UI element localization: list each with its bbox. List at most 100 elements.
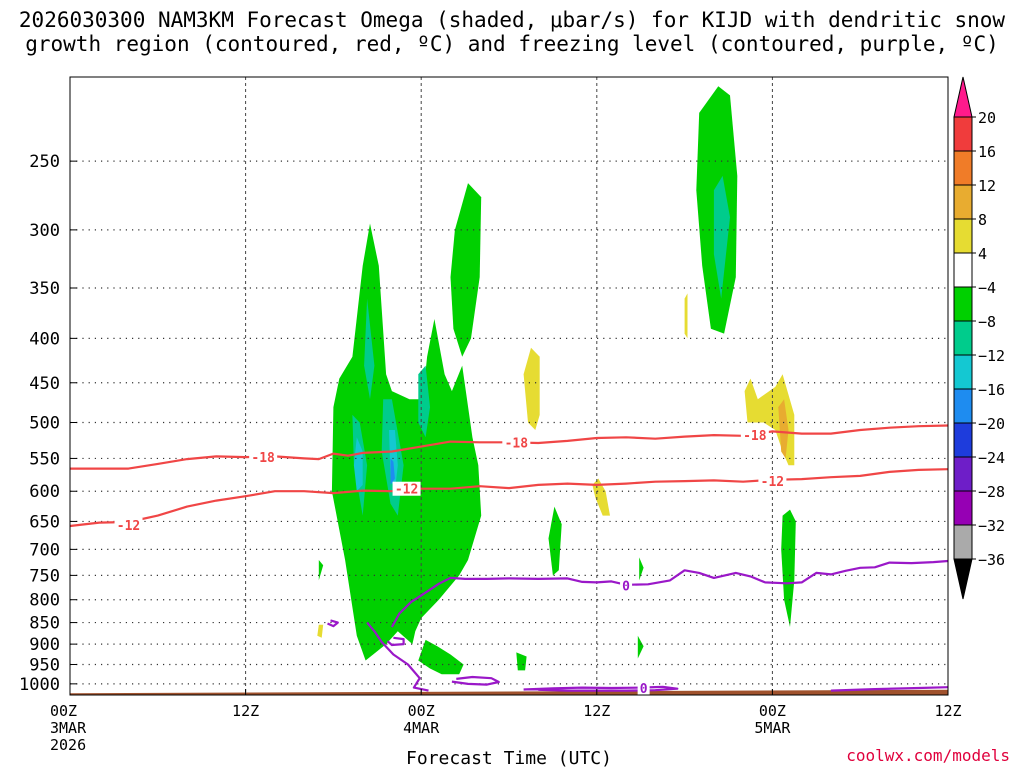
colorbar-swatch — [953, 422, 973, 458]
colorbar-swatch — [953, 218, 973, 254]
x-tick-label: 4MAR — [403, 719, 440, 737]
y-tick-label: 750 — [29, 566, 60, 586]
contour-label: -12 — [761, 475, 784, 490]
colorbar-label: −20 — [978, 415, 1005, 433]
chart-title-line-2: growth region (contoured, red, ºC) and f… — [25, 32, 999, 56]
colorbar-swatch — [953, 320, 973, 356]
y-tick-label: 250 — [29, 152, 60, 172]
x-tick-label: 00Z — [759, 702, 786, 720]
colorbar-label: −24 — [978, 449, 1005, 467]
colorbar-label: 20 — [978, 109, 996, 127]
contour-line — [69, 468, 949, 528]
omega-region — [516, 652, 527, 671]
omega-region — [713, 175, 730, 299]
y-tick-label: 850 — [29, 614, 60, 634]
contour-label-bg — [620, 578, 633, 593]
contour-line — [830, 686, 949, 692]
colorbar-label: 16 — [978, 143, 996, 161]
contour-label-bg — [740, 428, 769, 443]
omega-shading-layer — [317, 86, 796, 675]
omega-region — [318, 560, 324, 581]
omega-region — [684, 293, 688, 339]
contour-label: -18 — [743, 429, 767, 444]
colorbar-label: −28 — [978, 483, 1005, 501]
grid-layer — [70, 77, 948, 695]
x-axis-label: Forecast Time (UTC) — [406, 748, 612, 768]
y-tick-label: 800 — [29, 591, 60, 611]
terrain-fill — [70, 689, 948, 695]
colorbar-swatch — [953, 150, 973, 186]
x-tick-label: 00Z — [408, 702, 435, 720]
contour-label: 0 — [640, 682, 648, 697]
colorbar-top-arrow — [953, 76, 973, 118]
y-tick-label: 950 — [29, 656, 60, 676]
omega-region — [450, 183, 482, 357]
contour-label: -12 — [117, 519, 140, 534]
omega-region — [639, 557, 644, 581]
contour-label: 0 — [622, 579, 630, 594]
colorbar-label: 8 — [978, 211, 987, 229]
y-axis: 2503003504004505005506006507007508008509… — [19, 152, 77, 695]
y-tick-label: 600 — [29, 482, 60, 502]
colorbar-label: 12 — [978, 177, 996, 195]
contour-line — [327, 619, 339, 628]
colorbar: 20 16 12 8 4 −4 −8 −12 −16 −20 −24 −28 −32 −36 — [953, 76, 1005, 600]
colorbar-swatch — [953, 524, 973, 560]
x-tick-label: 5MAR — [754, 719, 791, 737]
colorbar-label: −12 — [978, 347, 1005, 365]
contour-line — [523, 685, 679, 692]
colorbar-label: −8 — [978, 313, 996, 331]
colorbar-label: 4 — [978, 245, 987, 263]
colorbar-label: −4 — [978, 279, 996, 297]
colorbar-swatch — [953, 388, 973, 424]
y-tick-label: 350 — [29, 279, 60, 299]
colorbar-swatch — [953, 354, 973, 390]
contour-label: -18 — [251, 451, 275, 466]
x-tick-label: 2026 — [50, 736, 86, 754]
contour-label: -12 — [395, 483, 418, 498]
y-tick-label: 650 — [29, 512, 60, 532]
contour-label-bg — [249, 450, 278, 465]
omega-region — [418, 639, 464, 675]
chart-title-line-1: 2026030300 NAM3KM Forecast Omega (shaded… — [18, 8, 1006, 32]
y-tick-label: 500 — [29, 413, 60, 433]
colorbar-swatch — [953, 286, 973, 322]
contour-label-bg — [637, 680, 650, 695]
omega-region — [548, 506, 562, 576]
colorbar-swatch — [953, 252, 973, 288]
colorbar-swatch — [953, 490, 973, 526]
plot-frame — [69, 76, 949, 696]
y-tick-label: 900 — [29, 635, 60, 655]
y-tick-label: 400 — [29, 329, 60, 349]
colorbar-label: −32 — [978, 517, 1005, 535]
x-tick-label: 12Z — [934, 702, 961, 720]
contour-label-bg — [502, 435, 531, 450]
contour-line — [366, 621, 429, 692]
omega-region — [523, 347, 540, 430]
x-tick-label: 12Z — [232, 702, 259, 720]
x-tick-label: 00Z — [50, 702, 77, 720]
contour-line — [451, 675, 500, 686]
x-tick-label: 12Z — [583, 702, 610, 720]
omega-region — [353, 437, 363, 492]
y-tick-label: 550 — [29, 449, 60, 469]
colorbar-swatch — [953, 116, 973, 152]
credit-text[interactable]: coolwx.com/models — [846, 746, 1010, 765]
contour-label-bg — [114, 517, 143, 532]
contour-label-bg — [758, 474, 787, 489]
y-tick-label: 1000 — [19, 675, 60, 695]
y-tick-label: 450 — [29, 374, 60, 394]
contour-line — [386, 636, 405, 647]
colorbar-bottom-arrow — [953, 558, 973, 600]
omega-region — [781, 509, 796, 627]
contour-label: -18 — [505, 436, 529, 451]
omega-region — [637, 635, 644, 659]
omega-region — [778, 399, 789, 459]
y-tick-label: 700 — [29, 540, 60, 560]
y-tick-label: 300 — [29, 221, 60, 241]
x-tick-label: 3MAR — [50, 719, 87, 737]
omega-region — [390, 458, 395, 485]
colorbar-label: −16 — [978, 381, 1005, 399]
terrain-layer — [70, 689, 948, 695]
